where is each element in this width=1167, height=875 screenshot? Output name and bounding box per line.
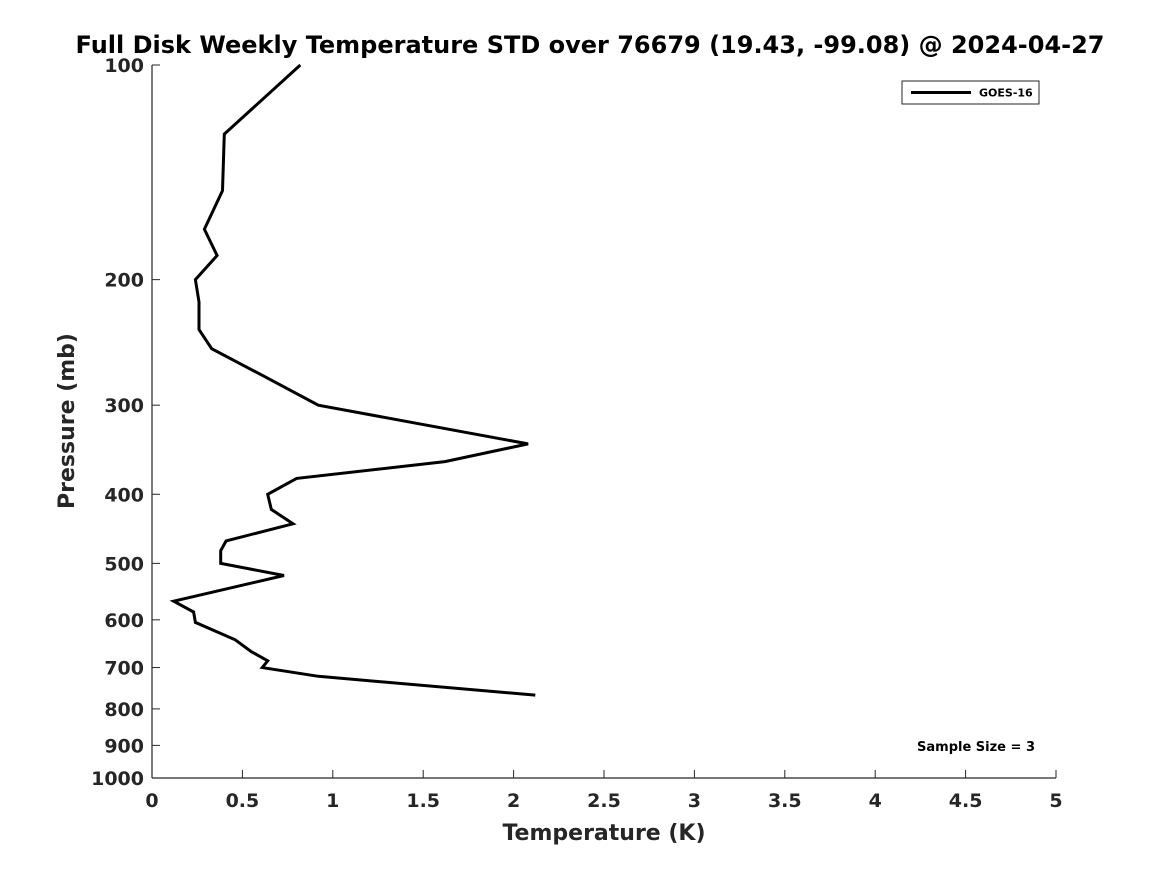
y-tick-label: 1000 [91,768,144,790]
x-tick-label: 5 [1049,790,1062,812]
x-tick-label: 2.5 [587,790,621,812]
series-layer [169,63,536,697]
x-tick-label: 1 [326,790,339,812]
y-tick-label: 400 [104,484,144,506]
legend: GOES-16 [901,80,1040,105]
legend-label-goes-16: GOES-16 [979,87,1033,100]
x-tick-label: 3.5 [768,790,802,812]
x-axis-label: Temperature (K) [502,821,705,846]
y-tick-label: 800 [104,699,144,721]
y-axis-label: Pressure (mb) [55,333,80,509]
y-tick-label: 700 [104,658,144,680]
x-tick-label: 0.5 [226,790,260,812]
x-tick-label: 2 [507,790,520,812]
x-tick-label: 0 [145,790,158,812]
y-tick-label: 600 [104,610,144,632]
x-tick-label: 4 [869,790,882,812]
x-tick-label: 4.5 [949,790,983,812]
y-tick-label: 200 [104,270,144,292]
x-tick-label: 1.5 [406,790,440,812]
series-line-goes-16 [169,63,536,697]
x-ticks: 0 0.5 1 1.5 2 2.5 3 3.5 4 4.5 5 [145,770,1063,812]
y-tick-label: 100 [104,55,144,77]
y-ticks: 100 200 300 400 500 600 700 800 900 1000 [91,55,160,790]
x-tick-label: 3 [688,790,701,812]
chart-title: Full Disk Weekly Temperature STD over 76… [76,31,1105,59]
y-tick-label: 300 [104,395,144,417]
sample-size-annotation: Sample Size = 3 [917,740,1035,755]
y-tick-label: 500 [104,553,144,575]
y-tick-label: 900 [104,735,144,757]
